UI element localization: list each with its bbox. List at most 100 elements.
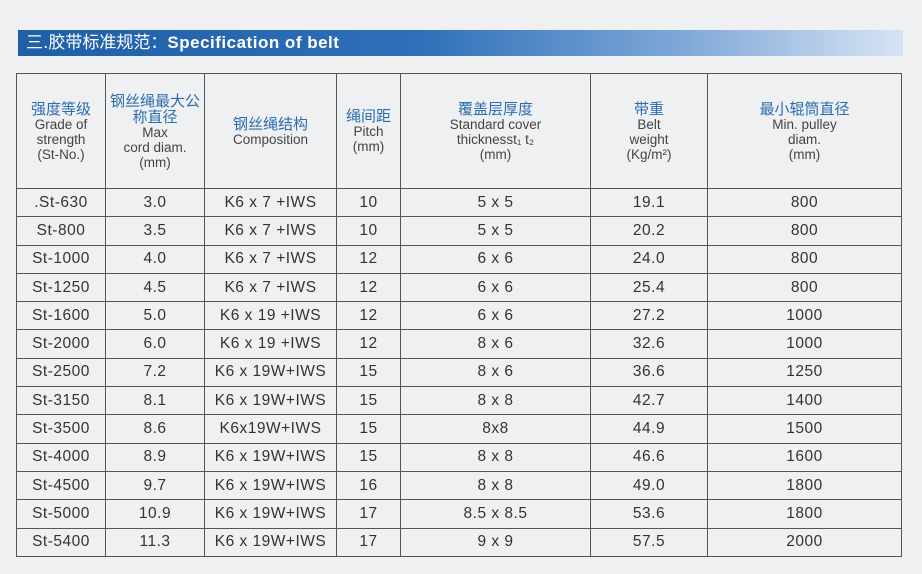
table-cell: 800 xyxy=(707,244,902,274)
table-cell: 8.1 xyxy=(105,386,205,416)
column-header: 带重 Belt weight (Kg/m²) xyxy=(590,73,708,189)
table-row: St-2500 7.2 K6 x 19W+IWS 15 8 x 6 36.6 1250 xyxy=(16,357,902,388)
table-cell: 16 xyxy=(336,470,401,501)
column-header-cn: 最小辊筒直径 xyxy=(759,99,850,118)
column-header-en: Grade of xyxy=(34,116,88,132)
section-title: 三.胶带标准规范：Specification of belt xyxy=(26,32,339,54)
table-cell: St-3150 xyxy=(16,386,106,416)
column-header-cn: 强度等级 xyxy=(30,99,91,118)
table-cell: 1000 xyxy=(707,329,902,359)
table-cell: 1250 xyxy=(707,357,902,388)
table-cell: St-1250 xyxy=(16,272,106,303)
section-title-en: Specification of belt xyxy=(167,33,340,52)
column-header: 绳间距 Pitch (mm) xyxy=(336,73,401,189)
table-cell: 36.6 xyxy=(590,357,708,388)
table-cell: 53.6 xyxy=(590,499,708,529)
table-cell: St-1000 xyxy=(16,244,106,274)
column-header: 钢丝绳结构 Composition xyxy=(204,73,337,189)
table-cell: 25.4 xyxy=(590,272,708,303)
table-cell: 5 x 5 xyxy=(400,216,591,246)
table-row: St-3150 8.1 K6 x 19W+IWS 15 8 x 8 42.7 1400 xyxy=(16,386,902,416)
table-cell: K6 x 7 +IWS xyxy=(204,272,337,303)
table-cell: 10.9 xyxy=(105,499,205,529)
table-cell: 32.6 xyxy=(590,329,708,359)
table-cell: St-4000 xyxy=(16,442,106,472)
table-cell: 8 x 8 xyxy=(400,442,591,472)
table-cell: 15 xyxy=(336,357,401,388)
table-cell: St-4500 xyxy=(16,470,106,501)
table-cell: St-800 xyxy=(16,216,106,246)
column-header: 钢丝绳最大公称直径 Max cord diam. (mm) xyxy=(105,73,205,189)
column-header-en: Composition xyxy=(232,131,309,147)
table-cell: 1800 xyxy=(707,499,902,529)
table-cell: 8 x 6 xyxy=(400,329,591,359)
table-row: St-5000 10.9 K6 x 19W+IWS 17 8.5 x 8.5 53.6 18… xyxy=(16,499,902,529)
column-header-en: strength xyxy=(36,131,86,147)
table-cell: K6 x 19W+IWS xyxy=(204,442,337,472)
table-cell: 8.6 xyxy=(105,414,205,444)
table-cell: 6 x 6 xyxy=(400,301,591,331)
table-cell: 8 x 6 xyxy=(400,357,591,388)
table-cell: 1600 xyxy=(707,442,902,472)
table-cell: 17 xyxy=(336,527,401,557)
table-cell: 8x8 xyxy=(400,414,591,444)
table-cell: K6 x 19W+IWS xyxy=(204,386,337,416)
table-cell: K6x19W+IWS xyxy=(204,414,337,444)
table-cell: 1400 xyxy=(707,386,902,416)
table-cell: 7.2 xyxy=(105,357,205,388)
table-cell: 10 xyxy=(336,216,401,246)
table-row: St-800 3.5 K6 x 7 +IWS 10 5 x 5 20.2 800 xyxy=(16,216,902,246)
table-cell: 3.5 xyxy=(105,216,205,246)
table-cell: 19.1 xyxy=(590,187,708,218)
column-header-cn: 带重 xyxy=(633,99,664,118)
table-cell: K6 x 19W+IWS xyxy=(204,527,337,557)
header-row: 强度等级 Grade of strength (St-No.) 钢丝绳最大公称直径 Max… xyxy=(16,73,902,189)
column-header-en: Belt xyxy=(637,116,661,132)
table-cell: 5.0 xyxy=(105,301,205,331)
table-row: .St-630 3.0 K6 x 7 +IWS 10 5 x 5 19.1 800 xyxy=(16,187,902,218)
table-cell: St-5000 xyxy=(16,499,106,529)
table-cell: St-3500 xyxy=(16,414,106,444)
table-cell: K6 x 19W+IWS xyxy=(204,499,337,529)
table-cell: K6 x 19W+IWS xyxy=(204,357,337,388)
table-cell: 9 x 9 xyxy=(400,527,591,557)
column-header-en: Max xyxy=(142,124,168,140)
column-header-en: (mm) xyxy=(139,154,171,170)
table-cell: K6 x 7 +IWS xyxy=(204,216,337,246)
table-row: St-1600 5.0 K6 x 19 +IWS 12 6 x 6 27.2 1000 xyxy=(16,301,902,331)
column-header-en: (mm) xyxy=(788,146,821,162)
table-row: St-1250 4.5 K6 x 7 +IWS 12 6 x 6 25.4 800 xyxy=(16,272,902,303)
table-row: St-1000 4.0 K6 x 7 +IWS 12 6 x 6 24.0 800 xyxy=(16,244,902,274)
column-header-cn: 绳间距 xyxy=(345,107,391,125)
table-cell: 1500 xyxy=(707,414,902,444)
table-cell: 27.2 xyxy=(590,301,708,331)
table-cell: 10 xyxy=(336,187,401,218)
column-header: 强度等级 Grade of strength (St-No.) xyxy=(16,73,106,189)
table-cell: 5 x 5 xyxy=(400,187,591,218)
table-cell: 4.0 xyxy=(105,244,205,274)
table-cell: 800 xyxy=(707,187,902,218)
table-cell: 8 x 8 xyxy=(400,470,591,501)
column-header-en: Standard cover xyxy=(449,116,542,132)
column-header-en: thicknesst₁ t₂ xyxy=(456,131,535,147)
table-row: St-5400 11.3 K6 x 19W+IWS 17 9 x 9 57.5 2000 xyxy=(16,527,902,557)
table-cell: K6 x 19 +IWS xyxy=(204,301,337,331)
table-cell: 12 xyxy=(336,301,401,331)
table-cell: 2000 xyxy=(707,527,902,557)
table-cell: .St-630 xyxy=(16,187,106,218)
table-cell: K6 x 7 +IWS xyxy=(204,187,337,218)
table-cell: 6 x 6 xyxy=(400,272,591,303)
table-cell: 12 xyxy=(336,329,401,359)
table-cell: 9.7 xyxy=(105,470,205,501)
table-cell: 15 xyxy=(336,386,401,416)
section-header-bar: 三.胶带标准规范：Specification of belt xyxy=(18,30,903,56)
table-cell: K6 x 19W+IWS xyxy=(204,470,337,501)
table-cell: 3.0 xyxy=(105,187,205,218)
table-cell: 17 xyxy=(336,499,401,529)
table-cell: 6.0 xyxy=(105,329,205,359)
table-cell: 42.7 xyxy=(590,386,708,416)
table-header: 强度等级 Grade of strength (St-No.) 钢丝绳最大公称直径 Max… xyxy=(16,73,902,189)
column-header-en: diam. xyxy=(787,131,821,147)
column-header-cn: 覆盖层厚度 xyxy=(457,99,533,118)
table-body: .St-630 3.0 K6 x 7 +IWS 10 5 x 5 19.1 800 St-80… xyxy=(16,187,902,557)
